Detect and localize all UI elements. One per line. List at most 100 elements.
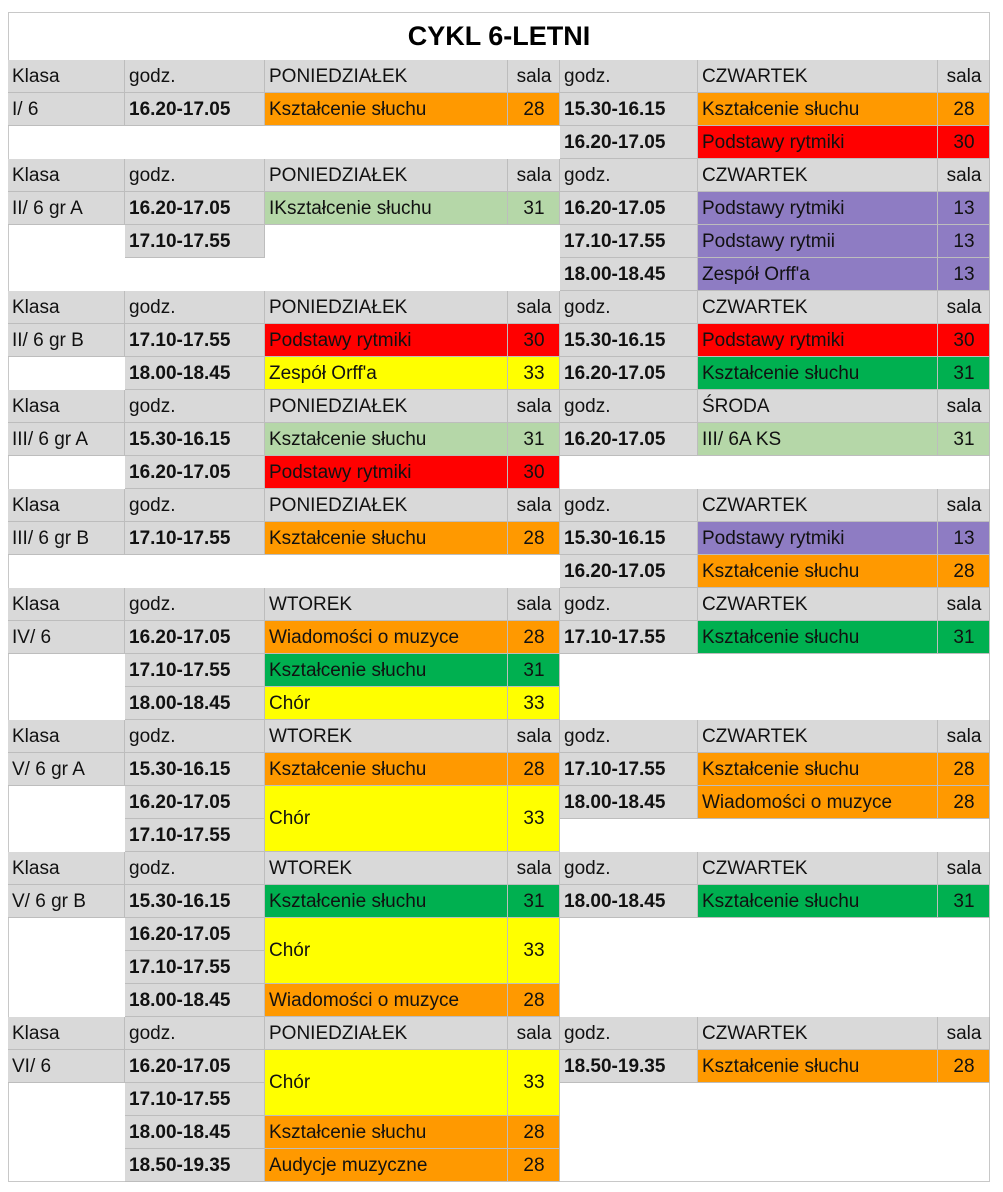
- time: 18.50-19.35: [125, 1149, 265, 1182]
- room: 30: [938, 324, 990, 357]
- time: 16.20-17.05: [125, 93, 265, 126]
- time: 18.00-18.45: [560, 885, 698, 918]
- time: 17.10-17.55: [125, 522, 265, 555]
- room-header: sala: [938, 60, 990, 93]
- time: 18.00-18.45: [560, 786, 698, 819]
- time: 16.20-17.05: [125, 621, 265, 654]
- class-name: VI/ 6: [8, 1050, 125, 1083]
- time: 17.10-17.55: [125, 324, 265, 357]
- day-header: CZWARTEK: [698, 720, 938, 753]
- time: 16.20-17.05: [125, 192, 265, 225]
- class-name: I/ 6: [8, 93, 125, 126]
- subject: III/ 6A KS: [698, 423, 938, 456]
- time: 17.10-17.55: [560, 753, 698, 786]
- room-header: sala: [938, 1017, 990, 1050]
- room: 31: [508, 423, 560, 456]
- room: 28: [508, 621, 560, 654]
- room: 28: [508, 1149, 560, 1182]
- subject: Kształcenie słuchu: [265, 93, 508, 126]
- room: 28: [938, 753, 990, 786]
- class-header: Klasa: [8, 291, 125, 324]
- class-header: Klasa: [8, 489, 125, 522]
- subject: Chór: [265, 786, 508, 852]
- time-header: godz.: [125, 588, 265, 621]
- class-header: Klasa: [8, 588, 125, 621]
- subject: Zespół Orff'a: [265, 357, 508, 390]
- subject: Podstawy rytmiki: [698, 324, 938, 357]
- time-header: godz.: [125, 159, 265, 192]
- room: 31: [938, 621, 990, 654]
- room-header: sala: [508, 291, 560, 324]
- subject: Kształcenie słuchu: [698, 357, 938, 390]
- subject: Podstawy rytmiki: [698, 522, 938, 555]
- title: CYKL 6-LETNI: [407, 20, 591, 51]
- day-header: WTOREK: [265, 588, 508, 621]
- room: 33: [508, 687, 560, 720]
- room-header: sala: [508, 852, 560, 885]
- room-header: sala: [508, 489, 560, 522]
- class-name: II/ 6 gr A: [8, 192, 125, 225]
- room: 33: [508, 357, 560, 390]
- class-header: Klasa: [8, 852, 125, 885]
- day-header: CZWARTEK: [698, 588, 938, 621]
- time-header: godz.: [125, 390, 265, 423]
- subject: Kształcenie słuchu: [698, 93, 938, 126]
- subject: Kształcenie słuchu: [265, 522, 508, 555]
- room-header: sala: [938, 159, 990, 192]
- time: 15.30-16.15: [560, 93, 698, 126]
- time-header: godz.: [560, 1017, 698, 1050]
- time-header: godz.: [125, 720, 265, 753]
- subject: Chór: [265, 1050, 508, 1116]
- time: 16.20-17.05: [125, 918, 265, 951]
- room: 30: [938, 126, 990, 159]
- class-header: Klasa: [8, 1017, 125, 1050]
- time-header: godz.: [125, 852, 265, 885]
- day-header: PONIEDZIAŁEK: [265, 60, 508, 93]
- subject: Chór: [265, 687, 508, 720]
- class-name: III/ 6 gr A: [8, 423, 125, 456]
- time: 16.20-17.05: [125, 1050, 265, 1083]
- subject: Audycje muzyczne: [265, 1149, 508, 1182]
- day-header: PONIEDZIAŁEK: [265, 390, 508, 423]
- time: 16.20-17.05: [125, 786, 265, 819]
- time: 16.20-17.05: [560, 423, 698, 456]
- time: 18.00-18.45: [125, 984, 265, 1017]
- room-header: sala: [508, 159, 560, 192]
- room-header: sala: [508, 60, 560, 93]
- class-header: Klasa: [8, 390, 125, 423]
- room: 28: [938, 786, 990, 819]
- subject: Kształcenie słuchu: [698, 1050, 938, 1083]
- room-header: sala: [508, 588, 560, 621]
- room: 31: [508, 654, 560, 687]
- time: 15.30-16.15: [125, 885, 265, 918]
- room-header: sala: [938, 588, 990, 621]
- time-header: godz.: [560, 489, 698, 522]
- time-header: godz.: [125, 1017, 265, 1050]
- room-header: sala: [938, 390, 990, 423]
- subject: Wiadomości o muzyce: [698, 786, 938, 819]
- time: 15.30-16.15: [125, 423, 265, 456]
- room-header: sala: [508, 720, 560, 753]
- time: 17.10-17.55: [125, 654, 265, 687]
- subject: Podstawy rytmiki: [265, 324, 508, 357]
- room-header: sala: [938, 720, 990, 753]
- time: 17.10-17.55: [125, 951, 265, 984]
- day-header: CZWARTEK: [698, 159, 938, 192]
- day-header: PONIEDZIAŁEK: [265, 1017, 508, 1050]
- time: 15.30-16.15: [560, 324, 698, 357]
- room: 31: [938, 357, 990, 390]
- subject: Kształcenie słuchu: [265, 654, 508, 687]
- class-name: II/ 6 gr B: [8, 324, 125, 357]
- subject: Podstawy rytmii: [698, 225, 938, 258]
- room: 30: [508, 324, 560, 357]
- time-header: godz.: [125, 291, 265, 324]
- room: 13: [938, 522, 990, 555]
- class-name: V/ 6 gr A: [8, 753, 125, 786]
- time-header: godz.: [560, 588, 698, 621]
- room: 28: [508, 753, 560, 786]
- time: 16.20-17.05: [560, 192, 698, 225]
- class-name: IV/ 6: [8, 621, 125, 654]
- class-name: V/ 6 gr B: [8, 885, 125, 918]
- time: 17.10-17.55: [125, 1083, 265, 1116]
